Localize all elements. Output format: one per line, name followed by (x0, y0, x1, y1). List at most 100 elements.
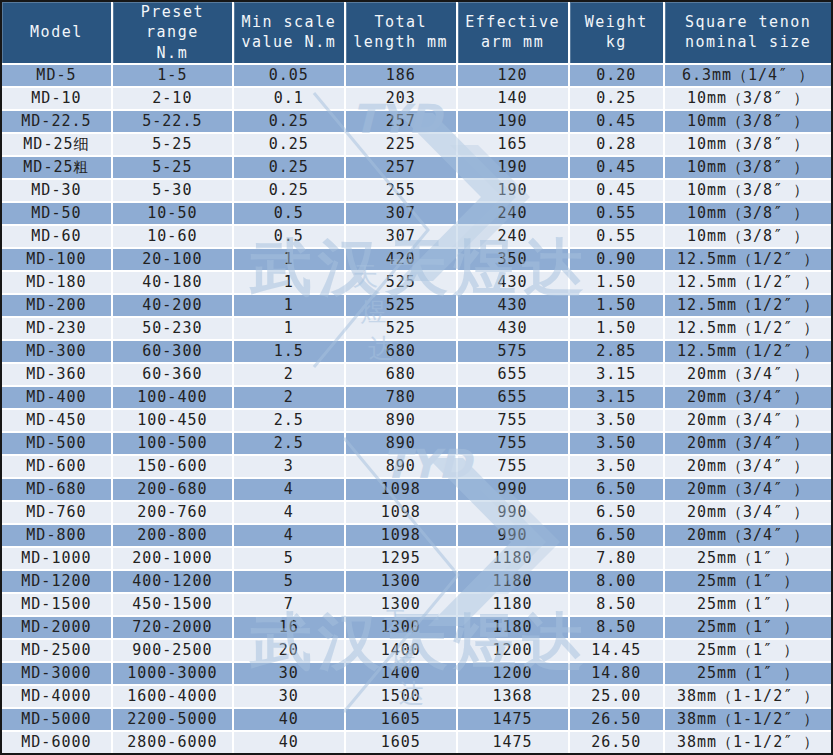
cell: 14.80 (570, 663, 666, 686)
cell: 1368 (458, 686, 570, 709)
cell: 430 (458, 272, 570, 295)
cell: 1605 (346, 709, 458, 732)
cell: 12.5mm（1/2″ ） (665, 295, 831, 318)
cell: 0.28 (570, 134, 666, 157)
cell: 4 (234, 525, 346, 548)
table-row: MD-18040-18015254301.5012.5mm（1/2″ ） (2, 272, 831, 295)
cell: 20mm（3/4″ ） (665, 387, 831, 410)
cell: 2200-5000 (113, 709, 234, 732)
table-row: MD-760200-760410989906.5020mm（3/4″ ） (2, 502, 831, 525)
cell: 0.25 (234, 180, 346, 203)
table-row: MD-23050-23015254301.5012.5mm（1/2″ ） (2, 318, 831, 341)
cell: 0.05 (234, 65, 346, 88)
cell: 150-600 (113, 456, 234, 479)
table-body: MD-51-50.051861200.206.3mm（1/4″ ）MD-102-… (2, 65, 831, 753)
cell: 1300 (346, 594, 458, 617)
cell: 38mm（1-1/2″ ） (665, 732, 831, 753)
cell: 5-25 (113, 134, 234, 157)
cell: 6.50 (570, 502, 666, 525)
cell: 1300 (346, 571, 458, 594)
cell: 1400 (346, 663, 458, 686)
table-row: MD-40001600-4000301500136825.0038mm（1-1/… (2, 686, 831, 709)
table-row: MD-800200-800410989906.5020mm（3/4″ ） (2, 525, 831, 548)
spec-table-container: Model Preset range N.m Min scale value N… (0, 0, 833, 755)
table-row: MD-51-50.051861200.206.3mm（1/4″ ） (2, 65, 831, 88)
cell: 20mm（3/4″ ） (665, 479, 831, 502)
cell: MD-25细 (2, 134, 113, 157)
table-row: MD-500100-5002.58907553.5020mm（3/4″ ） (2, 433, 831, 456)
cell: 0.5 (234, 226, 346, 249)
cell: 200-1000 (113, 548, 234, 571)
cell: 1 (234, 318, 346, 341)
cell: 900-2500 (113, 640, 234, 663)
cell: 450-1500 (113, 594, 234, 617)
cell: MD-6000 (2, 732, 113, 753)
cell: 1180 (458, 594, 570, 617)
cell: 525 (346, 272, 458, 295)
cell: 890 (346, 456, 458, 479)
cell: 890 (346, 433, 458, 456)
cell: 200-680 (113, 479, 234, 502)
cell: 5-22.5 (113, 111, 234, 134)
cell: 2-10 (113, 88, 234, 111)
cell: 10mm（3/8″ ） (665, 88, 831, 111)
cell: 1475 (458, 709, 570, 732)
cell: 1605 (346, 732, 458, 753)
cell: MD-230 (2, 318, 113, 341)
cell: MD-5 (2, 65, 113, 88)
cell: 8.50 (570, 617, 666, 640)
cell: 10mm（3/8″ ） (665, 111, 831, 134)
cell: 6.50 (570, 525, 666, 548)
cell: 12.5mm（1/2″ ） (665, 318, 831, 341)
cell: 200-760 (113, 502, 234, 525)
cell: 100-400 (113, 387, 234, 410)
cell: 190 (458, 157, 570, 180)
cell: 26.50 (570, 732, 666, 753)
cell: 25mm（1″ ） (665, 571, 831, 594)
cell: 190 (458, 111, 570, 134)
cell: 4 (234, 479, 346, 502)
cell: MD-1200 (2, 571, 113, 594)
cell: 6.50 (570, 479, 666, 502)
cell: MD-360 (2, 364, 113, 387)
cell: MD-1500 (2, 594, 113, 617)
cell: 0.25 (234, 157, 346, 180)
cell: 240 (458, 203, 570, 226)
cell: 165 (458, 134, 570, 157)
cell: 890 (346, 410, 458, 433)
cell: 20 (234, 640, 346, 663)
cell: 186 (346, 65, 458, 88)
cell: 40 (234, 709, 346, 732)
header-square-tenon: Square tenon nominal size (665, 2, 831, 65)
table-row: MD-1500450-15007130011808.5025mm（1″ ） (2, 594, 831, 617)
cell: 680 (346, 341, 458, 364)
header-total-length: Total length mm (346, 2, 458, 65)
cell: 575 (458, 341, 570, 364)
cell: 430 (458, 318, 570, 341)
cell: 100-450 (113, 410, 234, 433)
cell: 3.50 (570, 433, 666, 456)
cell: 12.5mm（1/2″ ） (665, 272, 831, 295)
cell: 1.50 (570, 295, 666, 318)
cell: 16 (234, 617, 346, 640)
table-row: MD-680200-680410989906.5020mm（3/4″ ） (2, 479, 831, 502)
cell: 50-230 (113, 318, 234, 341)
cell: 0.55 (570, 226, 666, 249)
cell: 25mm（1″ ） (665, 548, 831, 571)
cell: 990 (458, 502, 570, 525)
cell: 3.50 (570, 456, 666, 479)
cell: 0.25 (570, 88, 666, 111)
cell: 4 (234, 502, 346, 525)
cell: 1200 (458, 640, 570, 663)
cell: 3.15 (570, 364, 666, 387)
cell: 20mm（3/4″ ） (665, 502, 831, 525)
table-row: MD-20040-20015254301.5012.5mm（1/2″ ） (2, 295, 831, 318)
cell: MD-450 (2, 410, 113, 433)
table-row: MD-102-100.12031400.2510mm（3/8″ ） (2, 88, 831, 111)
cell: 0.20 (570, 65, 666, 88)
header-row: Model Preset range N.m Min scale value N… (2, 2, 831, 65)
table-row: MD-30001000-3000301400120014.8025mm（1″ ） (2, 663, 831, 686)
cell: 12.5mm（1/2″ ） (665, 341, 831, 364)
cell: MD-60 (2, 226, 113, 249)
cell: 60-300 (113, 341, 234, 364)
